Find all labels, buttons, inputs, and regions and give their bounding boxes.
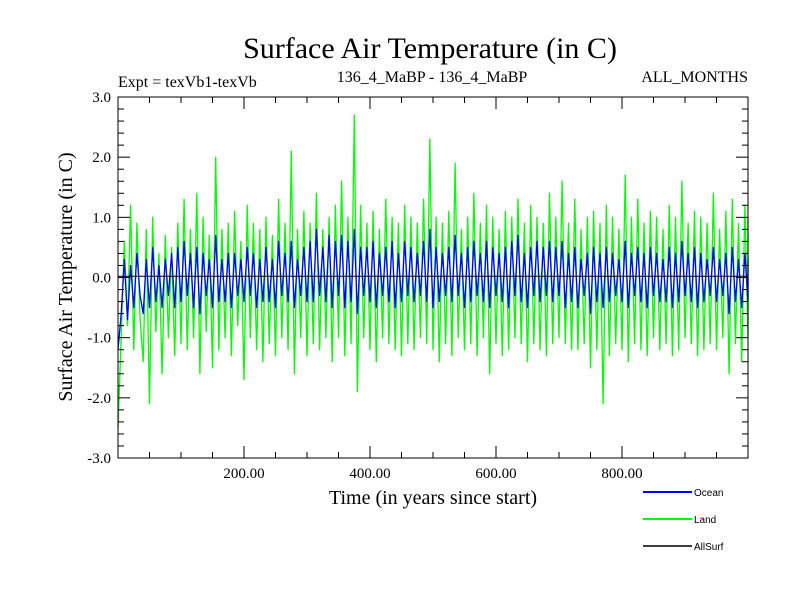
legend: Ocean Land AllSurf — [643, 488, 724, 553]
x-tick-label: 800.00 — [601, 466, 642, 482]
legend-label-land: Land — [694, 515, 716, 526]
x-axis-label: Time (in years since start) — [329, 487, 537, 509]
y-tick-label: 2.0 — [92, 150, 111, 166]
plot-frame — [117, 96, 749, 459]
series-line-land — [117, 114, 749, 428]
y-axis-label: Surface Air Temperature (in C) — [55, 152, 77, 401]
y-tick-label: -3.0 — [87, 451, 111, 467]
axes-layer: 200.00 400.00 600.00 800.00 -3.0 -2.0 -1.0 0.0 1… — [87, 90, 749, 482]
subtitle-center: 136_4_MaBP - 136_4_MaBP — [337, 69, 528, 86]
y-tick-label: 3.0 — [92, 90, 111, 106]
y-tick-label: -1.0 — [87, 331, 111, 347]
chart-title: Surface Air Temperature (in C) — [243, 32, 617, 65]
x-tick-label: 200.00 — [223, 466, 264, 482]
y-tick-label: -2.0 — [87, 391, 111, 407]
subtitle-left: Expt = texVb1-texVb — [118, 74, 257, 91]
y-tick-label: 1.0 — [92, 210, 111, 226]
legend-label-ocean: Ocean — [694, 488, 723, 499]
series-line-ocean — [117, 228, 749, 350]
x-tick-label: 400.00 — [349, 466, 390, 482]
y-tick-label: 0.0 — [92, 271, 111, 287]
subtitle-right: ALL_MONTHS — [641, 69, 748, 86]
series-layer — [117, 114, 749, 428]
x-tick-label: 600.00 — [475, 466, 516, 482]
legend-label-allsurf: AllSurf — [694, 542, 724, 553]
